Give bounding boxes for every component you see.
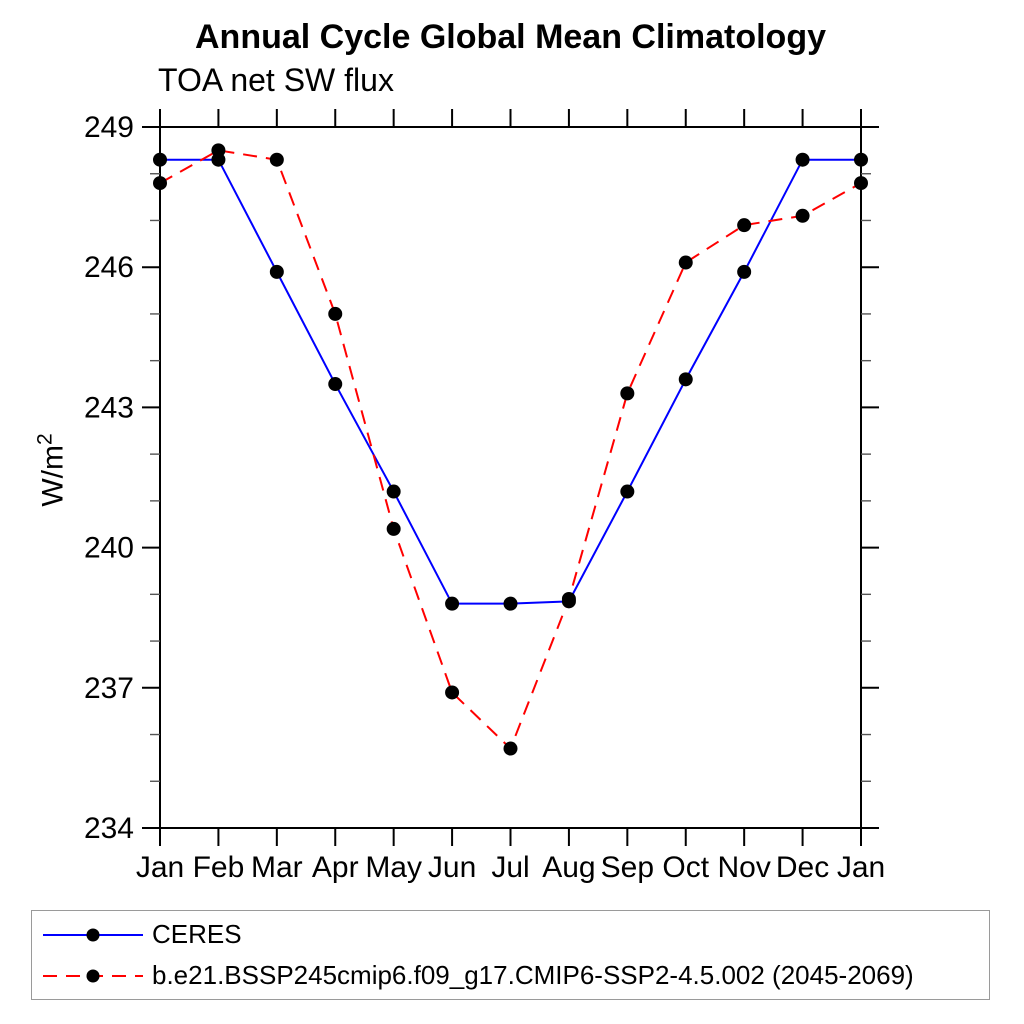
data-point-marker (328, 306, 343, 321)
data-point-marker (153, 176, 167, 191)
y-tick-label: 240 (84, 532, 134, 565)
legend-marker-dot (86, 928, 100, 941)
data-point-marker (269, 152, 284, 167)
legend-label-ceres: CERES (152, 919, 242, 949)
x-tick-label: Dec (776, 851, 829, 884)
data-point-marker (737, 218, 752, 233)
chart-title: Annual Cycle Global Mean Climatology (195, 18, 826, 56)
legend-sample-model (43, 969, 143, 982)
data-point-marker (445, 685, 460, 700)
data-point-marker (620, 386, 635, 401)
data-point-marker (854, 176, 868, 191)
x-tick-label: Sep (601, 851, 654, 884)
data-point-marker (269, 264, 284, 279)
x-tick-label: Mar (251, 851, 303, 884)
x-tick-label: May (365, 851, 422, 884)
x-tick-label: Oct (662, 851, 709, 884)
y-tick-label: 237 (84, 672, 134, 705)
data-point-marker (328, 377, 343, 392)
plot-frame (159, 126, 862, 829)
x-tick-label: Jul (491, 851, 529, 884)
legend-entry-model: b.e21.BSSP245cmip6.f09_g17.CMIP6-SSP2-4.… (37, 955, 989, 996)
data-point-marker (211, 143, 226, 158)
data-point-marker (678, 255, 693, 270)
data-point-marker (795, 208, 810, 223)
y-tick-label: 246 (84, 251, 134, 284)
legend-marker-dot (86, 969, 100, 982)
data-point-marker (854, 152, 868, 167)
data-point-marker (386, 484, 401, 499)
x-tick-label: Apr (312, 851, 359, 884)
data-point-marker (386, 521, 401, 536)
x-tick-label: Nov (717, 851, 770, 884)
data-point-marker (503, 741, 518, 756)
y-tick-label: 234 (84, 812, 134, 845)
data-point-marker (795, 152, 810, 167)
data-point-marker (737, 264, 752, 279)
series-line-model (159, 149, 862, 751)
y-tick-label: 243 (84, 391, 134, 424)
legend-box: CERES b.e21.BSSP245cmip6.f09_g17.CMIP6-S… (31, 910, 990, 1000)
x-tick-label: Feb (193, 851, 245, 884)
series-line-ceres (160, 158, 861, 605)
data-point-marker (503, 596, 518, 611)
x-tick-label: Jan (837, 851, 885, 884)
data-point-marker (678, 372, 693, 387)
x-tick-label: Jan (136, 851, 184, 884)
data-point-marker (561, 592, 576, 607)
chart-subtitle: TOA net SW flux (158, 62, 394, 98)
data-point-marker (153, 152, 167, 167)
data-point-marker (445, 596, 460, 611)
x-tick-label: Aug (542, 851, 595, 884)
legend-sample-ceres (43, 928, 143, 941)
legend-label-model: b.e21.BSSP245cmip6.f09_g17.CMIP6-SSP2-4.… (152, 960, 914, 990)
legend-entry-ceres: CERES (37, 914, 989, 955)
x-tick-label: Jun (428, 851, 476, 884)
data-point-marker (620, 484, 635, 499)
y-tick-label: 249 (84, 111, 134, 144)
